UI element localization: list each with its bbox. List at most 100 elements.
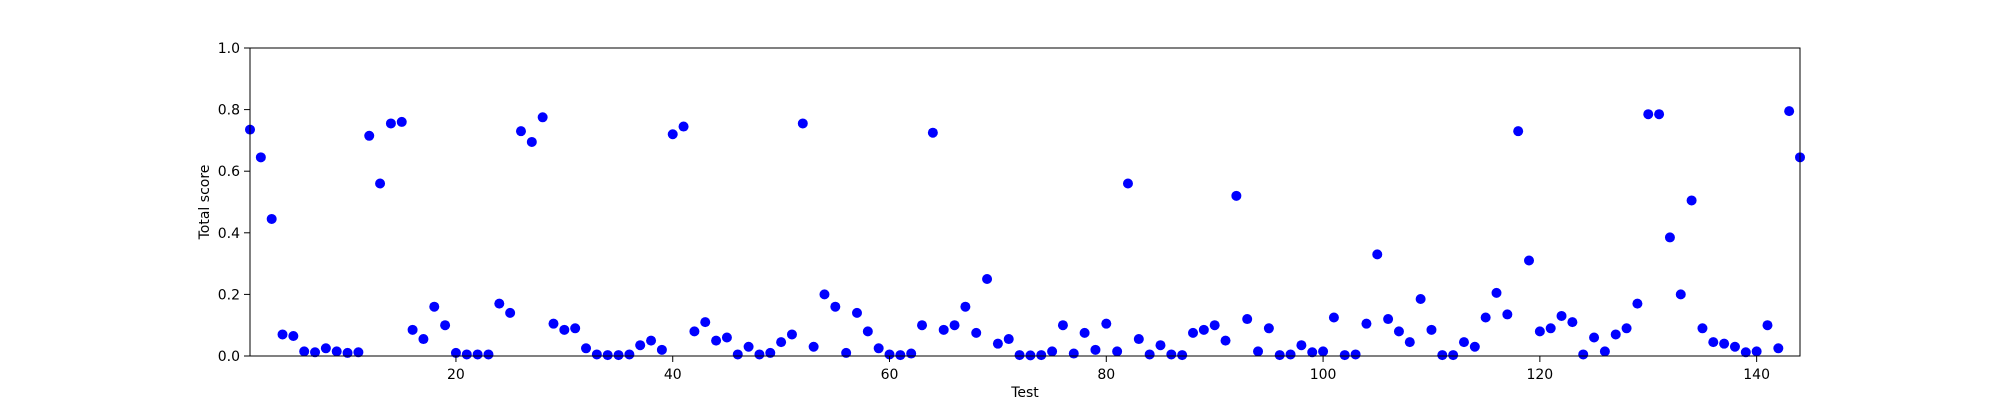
data-point xyxy=(689,326,700,337)
data-point xyxy=(1133,334,1144,345)
data-point xyxy=(1090,344,1101,355)
data-point xyxy=(1762,320,1773,331)
data-point xyxy=(1242,314,1253,325)
data-point xyxy=(1589,332,1600,343)
data-point xyxy=(1188,327,1199,338)
data-point xyxy=(1328,312,1339,323)
x-tick-label: 40 xyxy=(664,367,682,383)
data-point xyxy=(851,307,862,318)
data-point xyxy=(830,301,841,312)
data-point xyxy=(1621,323,1632,334)
data-point xyxy=(364,130,375,141)
data-point xyxy=(1437,350,1448,361)
y-axis-label: Total score xyxy=(197,165,213,241)
data-point xyxy=(1318,346,1329,357)
data-point xyxy=(1751,346,1762,357)
data-point xyxy=(1383,314,1394,325)
data-point xyxy=(1339,350,1350,361)
data-point xyxy=(1014,350,1025,361)
data-point xyxy=(353,347,364,358)
y-tick-label: 0.0 xyxy=(218,349,240,365)
data-point xyxy=(1025,350,1036,361)
data-point xyxy=(1686,195,1697,206)
data-point xyxy=(1231,190,1242,201)
data-point xyxy=(1524,255,1535,266)
plot-frame xyxy=(249,47,1801,357)
data-point xyxy=(1545,323,1556,334)
data-point xyxy=(1209,320,1220,331)
data-point xyxy=(1285,349,1296,360)
data-point xyxy=(1708,337,1719,348)
data-point xyxy=(613,350,624,361)
data-point xyxy=(396,116,407,127)
data-point xyxy=(299,346,310,357)
data-point xyxy=(1632,298,1643,309)
data-point xyxy=(526,136,537,147)
data-point xyxy=(743,341,754,352)
data-point xyxy=(917,320,928,331)
y-tick-label: 1.0 xyxy=(218,41,240,57)
data-point xyxy=(1697,323,1708,334)
data-point xyxy=(342,347,353,358)
data-point xyxy=(602,350,613,361)
data-point xyxy=(331,346,342,357)
data-point xyxy=(678,121,689,132)
data-point xyxy=(483,349,494,360)
data-point xyxy=(635,340,646,351)
data-point xyxy=(1654,109,1665,120)
data-point xyxy=(949,320,960,331)
data-point xyxy=(1675,289,1686,300)
data-point xyxy=(320,343,331,354)
data-point xyxy=(1773,343,1784,354)
data-point xyxy=(1513,126,1524,137)
y-axis: 0.0 0.2 0.4 0.6 0.8 1.0 xyxy=(218,41,250,365)
data-point xyxy=(711,335,722,346)
data-point xyxy=(1263,323,1274,334)
x-axis-label: Test xyxy=(1010,385,1039,400)
data-point xyxy=(255,152,266,163)
data-point xyxy=(1404,337,1415,348)
data-point xyxy=(440,320,451,331)
data-point xyxy=(591,349,602,360)
data-point xyxy=(310,347,321,358)
data-point xyxy=(537,112,548,123)
data-point xyxy=(1415,294,1426,305)
data-point xyxy=(461,349,472,360)
data-point xyxy=(1729,341,1740,352)
x-tick-label: 140 xyxy=(1743,367,1770,383)
data-point xyxy=(1101,318,1112,329)
data-point xyxy=(1047,346,1058,357)
data-point xyxy=(1610,329,1621,340)
data-point xyxy=(1122,178,1133,189)
data-point xyxy=(1599,346,1610,357)
data-point xyxy=(1458,337,1469,348)
data-point xyxy=(1784,106,1795,117)
data-point xyxy=(808,341,819,352)
data-point xyxy=(862,326,873,337)
data-point xyxy=(960,301,971,312)
data-point xyxy=(721,332,732,343)
data-point xyxy=(1112,346,1123,357)
data-point xyxy=(1274,350,1285,361)
data-point xyxy=(1307,347,1318,358)
data-points xyxy=(245,106,1805,361)
data-point xyxy=(971,327,982,338)
data-point xyxy=(1567,317,1578,328)
data-point xyxy=(667,129,678,140)
data-point xyxy=(548,318,559,329)
data-point xyxy=(375,178,386,189)
data-point xyxy=(407,324,418,335)
data-point xyxy=(515,126,526,137)
data-point xyxy=(581,343,592,354)
data-point xyxy=(505,307,516,318)
data-point xyxy=(646,335,657,346)
x-tick-label: 100 xyxy=(1310,367,1337,383)
data-point xyxy=(1393,326,1404,337)
data-point xyxy=(776,337,787,348)
data-point xyxy=(765,347,776,358)
data-point xyxy=(1166,349,1177,360)
data-point xyxy=(1372,249,1383,260)
data-point xyxy=(288,330,299,341)
data-point xyxy=(450,347,461,358)
